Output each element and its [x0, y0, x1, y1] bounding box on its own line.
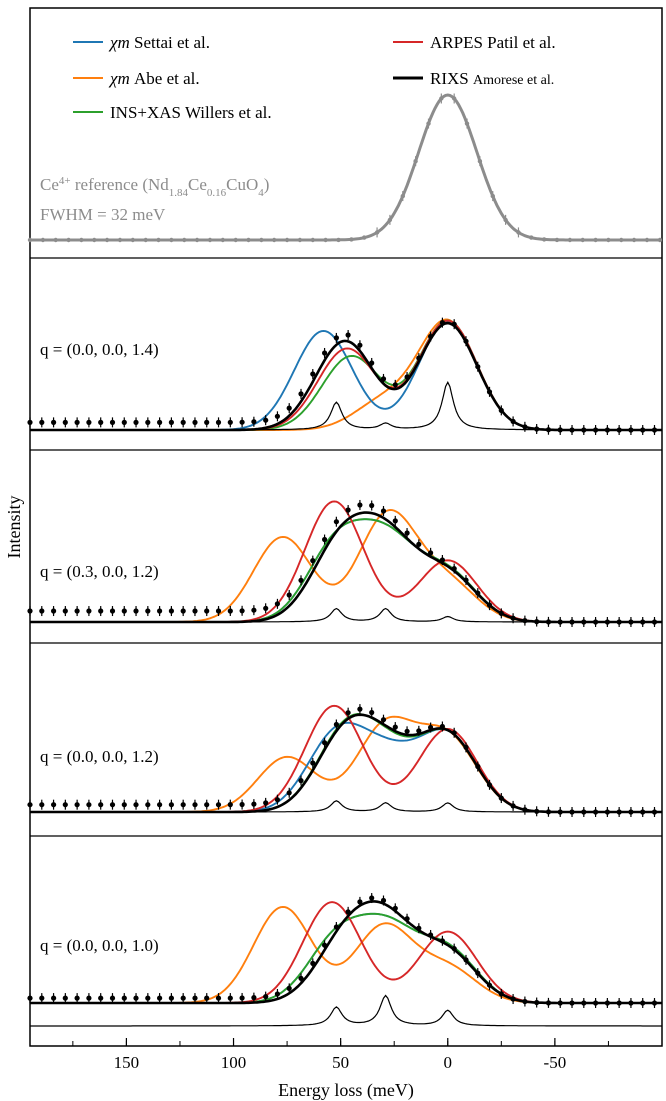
x-tick-label: 50 — [332, 1053, 349, 1072]
reference-point — [310, 237, 315, 243]
reference-point — [580, 237, 585, 243]
fit-curve-willers — [30, 912, 662, 1004]
reference-point — [130, 237, 135, 243]
legend-method-amorese: RIXS — [430, 69, 473, 88]
reference-point — [143, 237, 148, 243]
legend-label-amorese: RIXS Amorese et al. — [430, 69, 554, 88]
reference-ce-charge: 4+ — [59, 175, 71, 187]
reference-point — [53, 237, 58, 243]
fit-curve-amorese — [30, 900, 662, 1005]
reference-point — [631, 237, 637, 243]
reference-point — [40, 237, 46, 243]
reference-point — [207, 237, 213, 243]
reference-point — [644, 237, 650, 243]
fit-curve-willers — [30, 319, 662, 431]
reference-point — [284, 237, 290, 243]
reference-nd-sub: 1.84 — [169, 187, 189, 199]
reference-point — [92, 237, 97, 243]
reference-point — [323, 237, 328, 243]
reference-point — [297, 237, 303, 243]
reference-point — [362, 235, 367, 240]
reference-close: ) — [264, 175, 270, 194]
reference-cuo: CuO — [226, 175, 258, 194]
reference-point — [336, 237, 341, 243]
reference-point — [619, 237, 624, 243]
reference-point — [593, 237, 598, 243]
legend-label-patil: ARPES Patil et al. — [430, 33, 556, 52]
legend-source-settai: Settai et al. — [134, 33, 210, 52]
reference-point — [567, 237, 573, 243]
reference-point — [233, 237, 238, 243]
panel-label-q10: q = (0.0, 0.0, 1.0) — [40, 936, 159, 955]
legend: χm Settai et al.χm Abe et al.INS+XAS Wil… — [73, 33, 556, 122]
legend-method-settai: χm — [108, 33, 134, 52]
crystal-field-sticks — [30, 607, 662, 623]
fit-curve-settai — [30, 912, 662, 1004]
fit-curve-settai — [30, 321, 662, 431]
reference-point — [259, 237, 264, 243]
x-tick-label: 100 — [221, 1053, 247, 1072]
reference-point — [104, 237, 110, 243]
reference-point — [117, 237, 123, 243]
legend-method-abe: χm — [108, 69, 134, 88]
reference-fwhm: FWHM = 32 meV — [40, 205, 166, 224]
reference-point — [169, 237, 174, 243]
reference-ce2: Ce — [188, 175, 207, 194]
reference-point — [194, 237, 200, 243]
x-tick-label: 150 — [114, 1053, 140, 1072]
reference-point — [220, 237, 225, 243]
reference-point — [657, 237, 663, 243]
reference-point — [156, 237, 161, 243]
stick-layer — [30, 380, 662, 1027]
reference-point — [66, 237, 71, 243]
reference-point — [554, 237, 560, 243]
legend-source-amorese: Amorese et al. — [473, 73, 554, 88]
fit-curve-patil — [30, 319, 662, 431]
legend-source-willers: Willers et al. — [185, 103, 272, 122]
reference-ce-sub: 0.16 — [207, 187, 227, 199]
x-axis-ticks: 150 100 50 0 -50 — [72, 1038, 609, 1072]
reference-layer — [27, 93, 663, 243]
reference-point — [542, 237, 547, 242]
reference-point — [606, 237, 611, 243]
panel-label-q14: q = (0.0, 0.0, 1.4) — [40, 340, 159, 359]
legend-method-patil: ARPES — [430, 33, 487, 52]
reference-o-sub: 4 — [258, 187, 264, 199]
legend-source-patil: Patil et al. — [487, 33, 555, 52]
reference-point — [79, 237, 84, 243]
legend-label-abe: χm Abe et al. — [108, 69, 200, 88]
data-points-layer — [27, 317, 658, 1008]
reference-ce: Ce — [40, 175, 59, 194]
crystal-field-sticks — [30, 380, 662, 431]
reference-label: Ce4+ reference (Nd1.84Ce0.16CuO4) — [40, 175, 269, 199]
fit-curve-settai — [30, 721, 662, 813]
legend-method-willers: INS+XAS — [110, 103, 185, 122]
x-axis-title: Energy loss (meV) — [278, 1080, 414, 1101]
x-tick-label: 0 — [444, 1053, 453, 1072]
reference-point — [349, 237, 354, 242]
reference-point — [529, 235, 534, 240]
panel-label-q12: q = (0.0, 0.0, 1.2) — [40, 747, 159, 766]
y-axis-title: Intensity — [4, 496, 24, 559]
crystal-field-sticks — [30, 994, 662, 1027]
panel-label-q3-12: q = (0.3, 0.0, 1.2) — [40, 562, 159, 581]
reference-text: reference (Nd — [71, 175, 170, 194]
plot-frame — [29, 7, 663, 1047]
reference-point — [182, 237, 187, 243]
reference-point — [27, 237, 33, 243]
crystal-field-sticks — [30, 800, 662, 813]
reference-point — [246, 237, 251, 243]
legend-label-settai: χm Settai et al. — [108, 33, 210, 52]
legend-source-abe: Abe et al. — [134, 69, 200, 88]
x-tick-label: -50 — [544, 1053, 567, 1072]
reference-point — [272, 237, 277, 243]
legend-label-willers: INS+XAS Willers et al. — [110, 103, 272, 122]
